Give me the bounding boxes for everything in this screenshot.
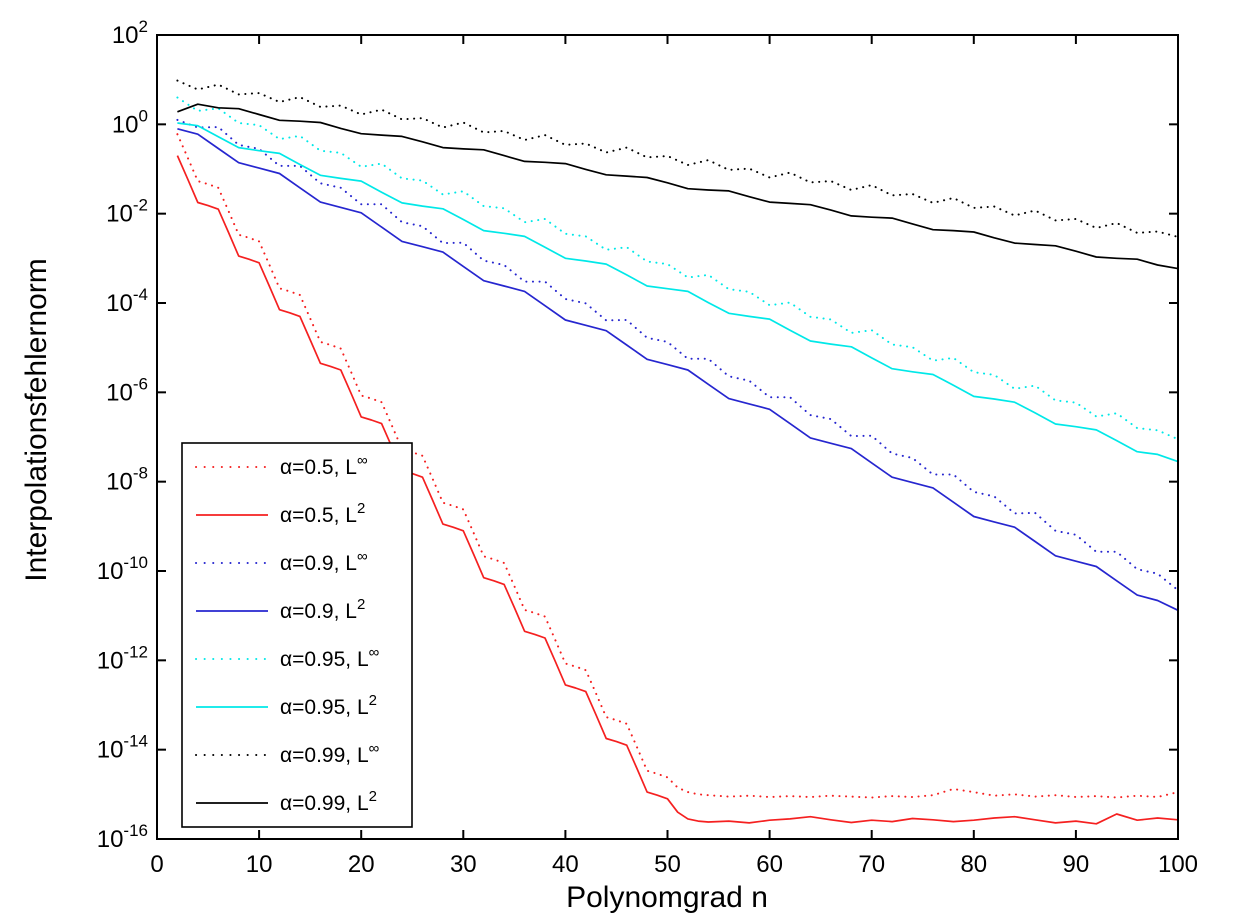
legend-label-0: α=0.5, L∞ [280, 452, 368, 479]
x-tick-label: 40 [552, 851, 579, 878]
y-tick-label: 10-14 [97, 732, 148, 764]
legend-label-7: α=0.99, L2 [280, 788, 377, 815]
legend-box [181, 442, 413, 828]
x-tick-label: 80 [960, 851, 987, 878]
x-axis-label: Polynomgrad n [566, 881, 768, 914]
series-line-6 [176, 79, 1179, 238]
y-tick-label: 102 [112, 17, 148, 49]
legend-label-4: α=0.95, L∞ [280, 644, 380, 671]
series-line-7 [177, 103, 1179, 270]
legend: α=0.5, L∞ α=0.5, L2 α=0.9, L∞ α=0.9, L2 α=0.… [181, 442, 413, 828]
x-tick-label: 30 [450, 851, 477, 878]
axes-layer: 0 10 20 30 40 50 60 70 80 90 100 102 100 10-2 10-4 10-6… [97, 17, 1198, 878]
x-tick-label: 20 [348, 851, 375, 878]
x-tick-label: 50 [654, 851, 681, 878]
x-tick-label: 100 [1158, 851, 1198, 878]
x-tick-label: 0 [150, 851, 163, 878]
y-tick-label: 10-10 [97, 553, 148, 585]
x-tick-label: 70 [858, 851, 885, 878]
legend-label-3: α=0.9, L2 [280, 596, 365, 623]
x-tick-label: 10 [246, 851, 273, 878]
series-line-4 [176, 96, 1179, 441]
series-layer [176, 79, 1179, 825]
legend-label-6: α=0.99, L∞ [280, 740, 380, 767]
x-tick-label: 90 [1063, 851, 1090, 878]
y-tick-label: 10-8 [106, 464, 148, 496]
series-line-3 [177, 127, 1179, 612]
legend-label-2: α=0.9, L∞ [280, 548, 368, 575]
y-tick-label: 10-12 [97, 642, 148, 674]
y-tick-label: 10-2 [106, 196, 148, 228]
legend-label-1: α=0.5, L2 [280, 500, 365, 527]
y-tick-label: 10-6 [106, 374, 148, 406]
y-tick-label: 100 [112, 106, 148, 138]
legend-label-5: α=0.95, L2 [280, 692, 377, 719]
series-line-5 [177, 122, 1179, 463]
y-tick-label: 10-4 [106, 285, 148, 317]
x-tick-label: 60 [756, 851, 783, 878]
series-line-1 [176, 155, 1179, 825]
y-tick-label: 10-16 [97, 821, 148, 853]
y-axis-label: Interpolationsfehlernorm [20, 258, 53, 582]
series-line-0 [176, 133, 1179, 799]
